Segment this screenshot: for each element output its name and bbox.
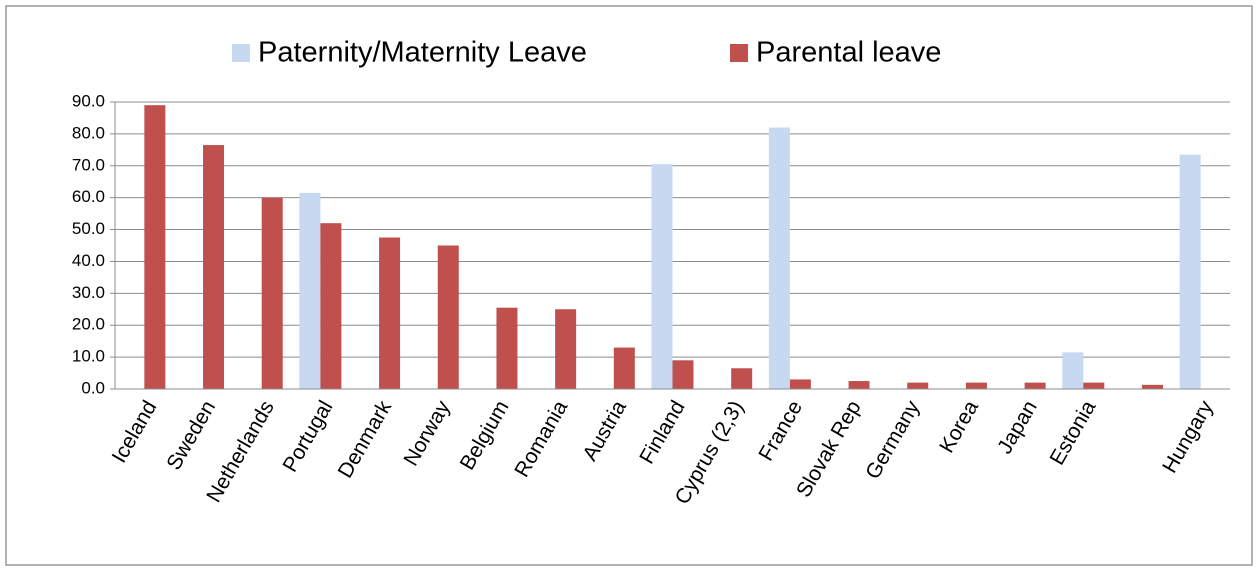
bar xyxy=(768,127,790,389)
bar xyxy=(651,164,673,389)
y-tick-label: 70.0 xyxy=(72,155,105,174)
y-tick-label: 30.0 xyxy=(72,283,105,302)
y-tick-label: 50.0 xyxy=(72,219,105,238)
legend-label: Paternity/Maternity Leave xyxy=(258,37,587,69)
y-tick-label: 40.0 xyxy=(72,251,105,270)
bar xyxy=(965,382,987,389)
y-tick-label: 0.0 xyxy=(81,378,105,397)
bar xyxy=(496,307,518,389)
legend-swatch xyxy=(232,44,250,62)
bar xyxy=(261,197,283,389)
y-tick-label: 20.0 xyxy=(72,315,105,334)
bar xyxy=(1083,382,1105,389)
bar xyxy=(1024,382,1046,389)
y-tick-label: 10.0 xyxy=(72,347,105,366)
bar xyxy=(437,245,459,389)
chart-border xyxy=(5,5,1253,566)
bar xyxy=(320,223,342,389)
bar xyxy=(731,368,753,389)
bar xyxy=(672,360,694,389)
bar xyxy=(1062,352,1084,389)
bar xyxy=(144,105,166,389)
bar xyxy=(613,347,635,389)
legend-swatch xyxy=(730,44,748,62)
y-tick-label: 60.0 xyxy=(72,187,105,206)
bar xyxy=(907,382,929,389)
bar xyxy=(555,309,577,389)
bar xyxy=(1179,154,1201,389)
legend-label: Parental leave xyxy=(756,37,941,69)
bar xyxy=(848,381,870,389)
bar xyxy=(299,192,321,389)
y-tick-label: 80.0 xyxy=(72,123,105,142)
bar xyxy=(203,145,225,389)
bar xyxy=(379,237,401,389)
y-tick-label: 90.0 xyxy=(72,91,105,110)
bar xyxy=(1141,384,1163,389)
bar xyxy=(789,379,811,389)
